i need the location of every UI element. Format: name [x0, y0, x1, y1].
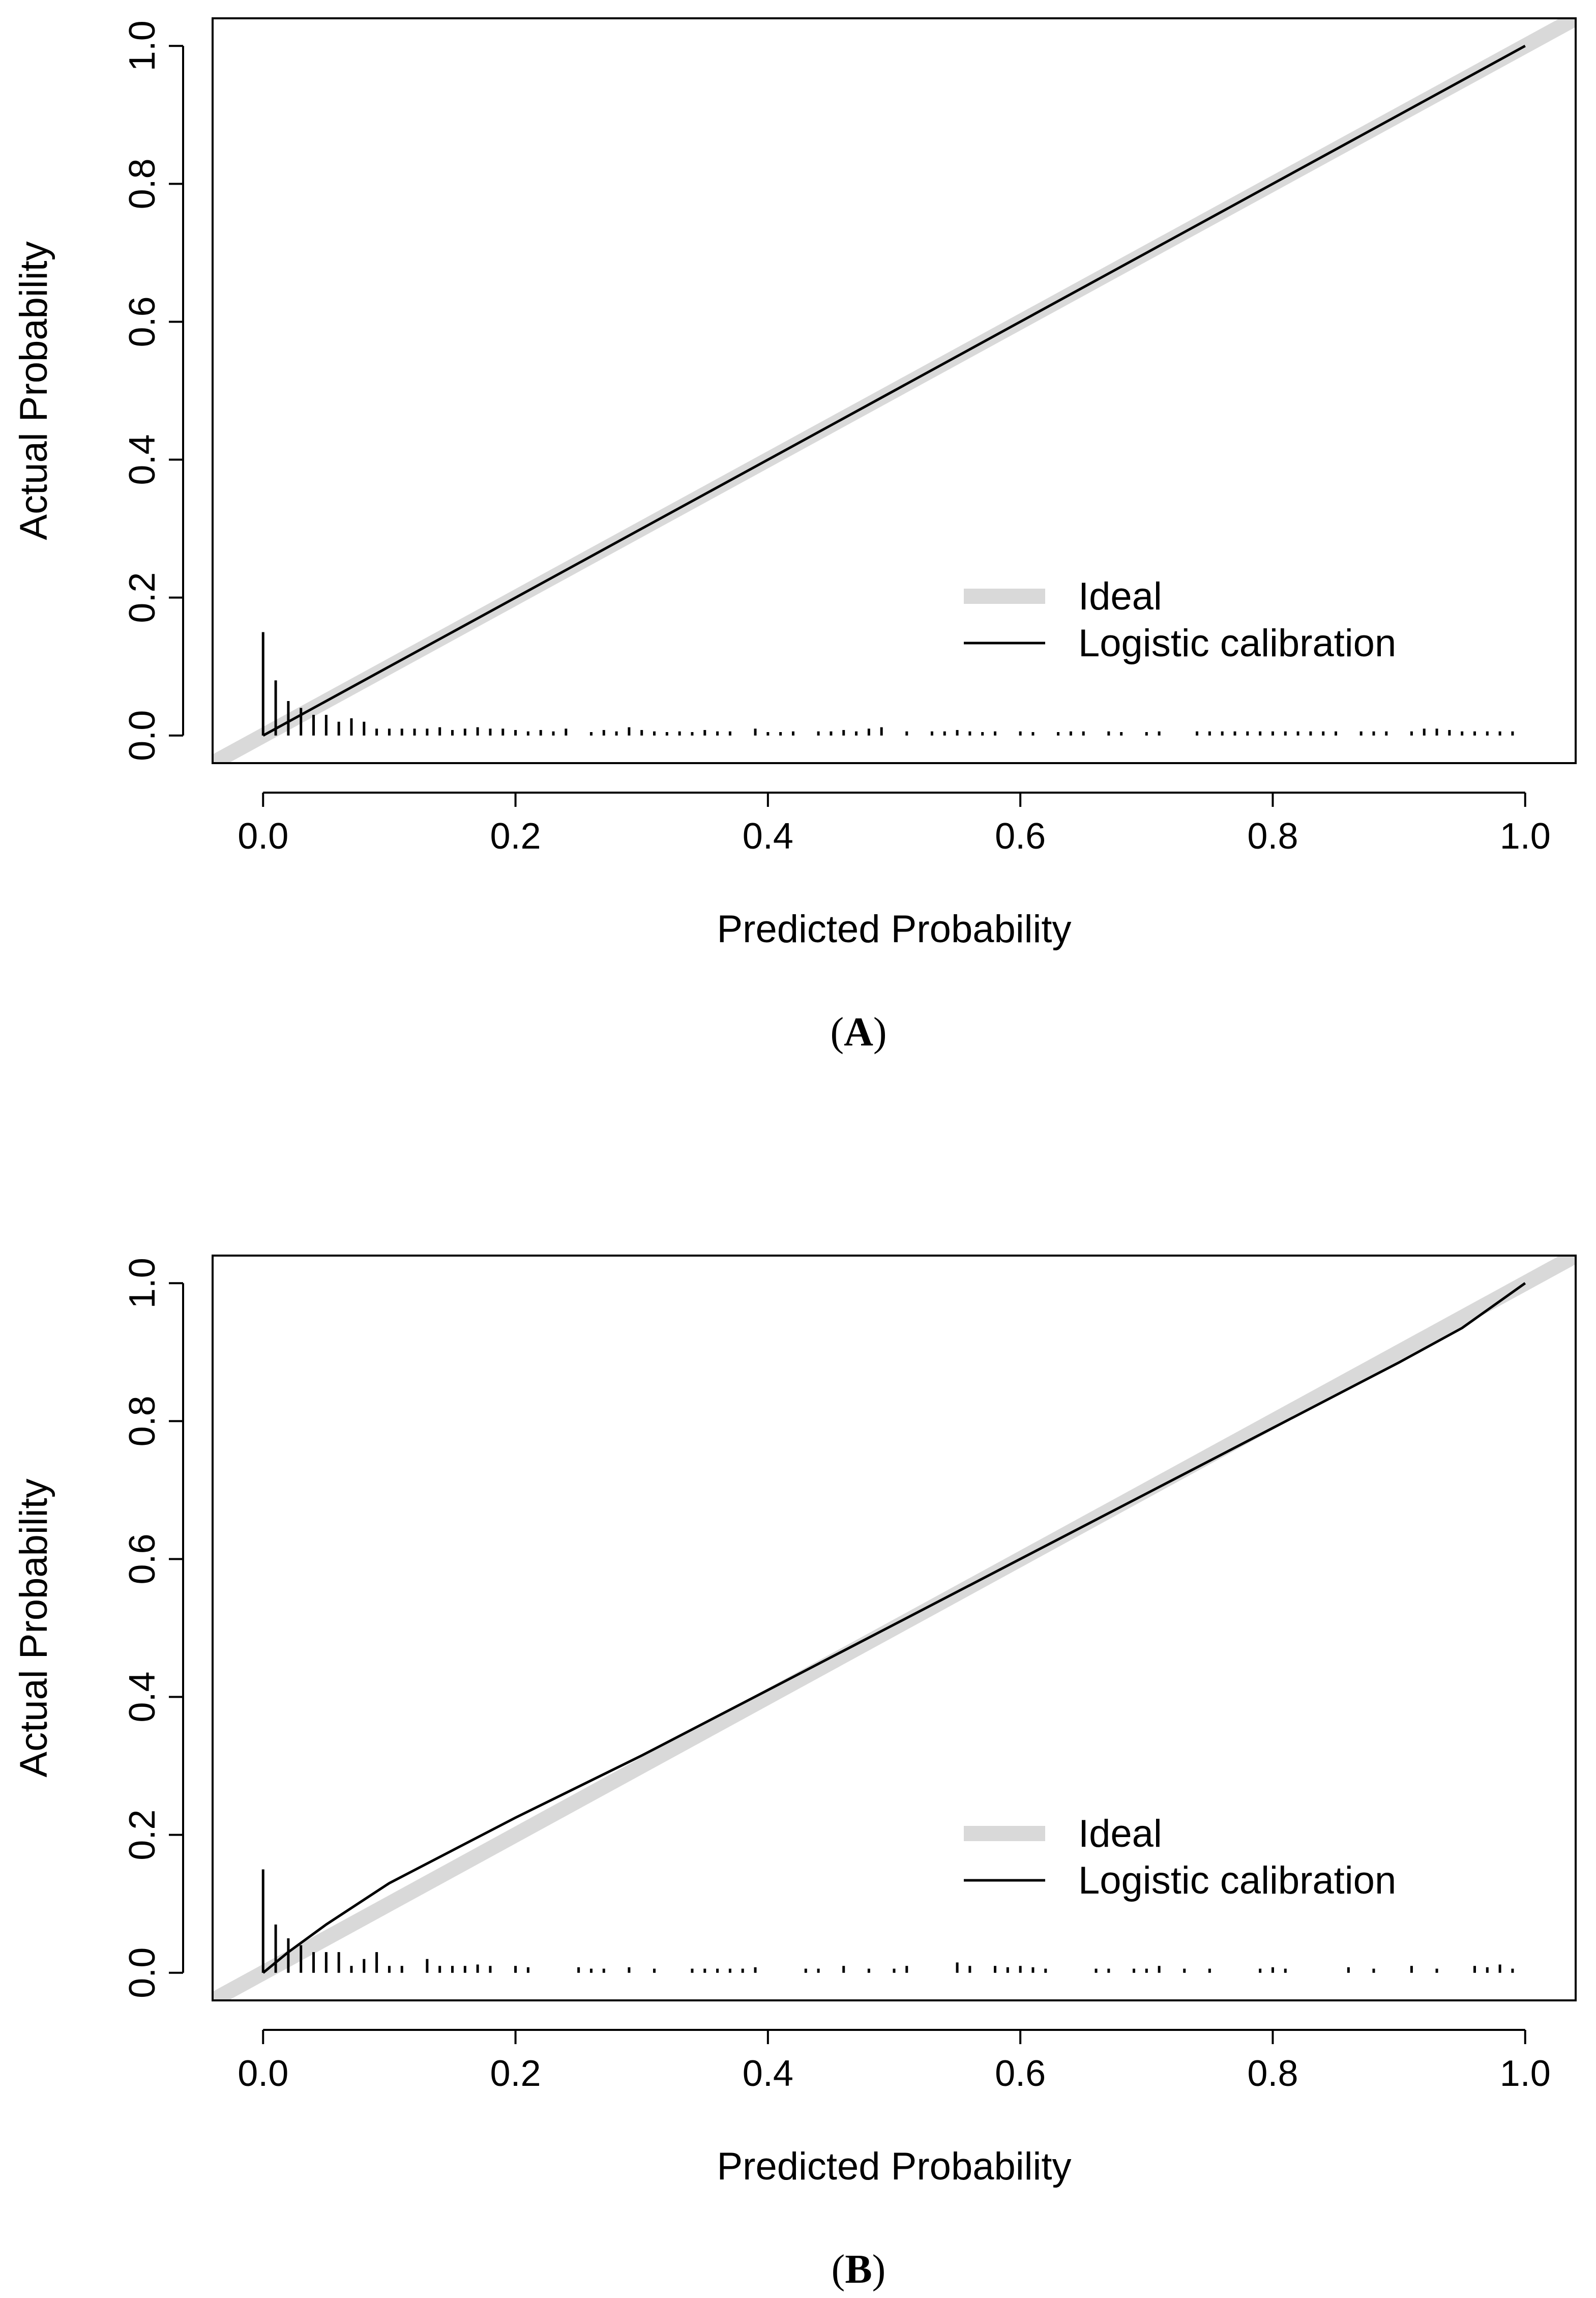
y-tick-label: 0.6: [122, 296, 163, 347]
panel-caption: (B): [832, 2247, 886, 2292]
y-tick-label: 0.0: [122, 710, 163, 761]
legend-calibration-label: Logistic calibration: [1078, 1859, 1396, 1902]
y-tick-label: 0.2: [122, 572, 163, 623]
y-axis-title: Actual Probability: [12, 241, 55, 540]
x-tick-label: 0.2: [490, 2053, 541, 2094]
x-tick-label: 0.0: [238, 2053, 288, 2094]
plot-frame: [212, 17, 1577, 764]
ideal-line: [213, 1256, 1576, 2000]
x-tick-label: 0.0: [238, 816, 288, 857]
x-tick-label: 1.0: [1500, 816, 1551, 857]
y-tick-label: 1.0: [122, 20, 163, 71]
y-tick-label: 1.0: [122, 1258, 163, 1308]
y-tick-label: 0.8: [122, 158, 163, 209]
legend-calibration-label: Logistic calibration: [1078, 622, 1396, 665]
panel-caption: (A): [830, 1010, 886, 1055]
x-tick-label: 0.8: [1247, 2053, 1298, 2094]
plot-data-area: [213, 1256, 1576, 2000]
x-tick-label: 0.6: [995, 816, 1046, 857]
x-tick-label: 1.0: [1500, 2053, 1551, 2094]
y-tick-label: 0.2: [122, 1810, 163, 1860]
x-axis-title: Predicted Probability: [717, 908, 1071, 951]
y-tick-label: 0.4: [122, 1672, 163, 1723]
plot-frame: [212, 1255, 1577, 2001]
x-axis-title: Predicted Probability: [717, 2145, 1071, 2188]
plot-data-area: [213, 18, 1576, 763]
y-tick-label: 0.0: [122, 1947, 163, 1998]
y-tick-label: 0.8: [122, 1395, 163, 1446]
x-tick-label: 0.8: [1247, 816, 1298, 857]
logistic-calibration-line: [262, 45, 1526, 737]
y-tick-label: 0.4: [122, 434, 163, 485]
panel-b: 0.0 0.2 0.4 0.6 0.8 1.0 0.0 0.2 0.4 0.6 0.8 1.0 Pred…: [12, 1255, 1577, 2292]
x-tick-label: 0.4: [743, 816, 793, 857]
x-tick-label: 0.4: [743, 2053, 793, 2094]
panel-a: 0.0 0.2 0.4 0.6 0.8 1.0 0.0 0.2 0.4 0.6 0.8 1.0 Pred…: [12, 17, 1577, 1055]
y-tick-label: 0.6: [122, 1533, 163, 1584]
logistic-calibration-line: [262, 1282, 1526, 1974]
legend-ideal-label: Ideal: [1078, 1812, 1162, 1855]
x-tick-label: 0.2: [490, 816, 541, 857]
legend-ideal-label: Ideal: [1078, 575, 1162, 618]
y-axis-title: Actual Probability: [12, 1478, 55, 1777]
x-tick-label: 0.6: [995, 2053, 1046, 2094]
